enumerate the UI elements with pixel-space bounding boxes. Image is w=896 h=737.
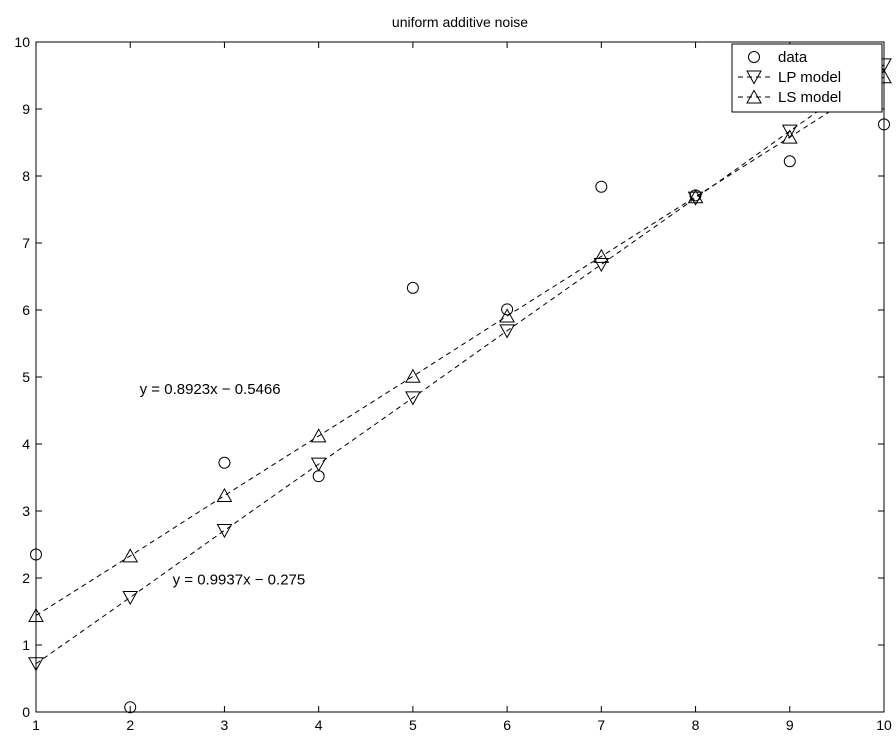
point-data-9 (783, 155, 796, 168)
legend-label-data: data (778, 49, 808, 66)
legend-marker-lp-model (746, 70, 762, 85)
point-data-6 (501, 303, 514, 316)
y-tick-label: 0 (22, 704, 30, 720)
y-tick-label: 1 (22, 637, 30, 653)
point-lp-model-4 (310, 457, 327, 472)
x-tick-label: 1 (32, 717, 40, 733)
point-ls-model-5 (405, 368, 421, 383)
legend: data LP model LS model (731, 43, 883, 113)
y-tick-label: 9 (22, 101, 30, 117)
point-ls-model-8 (687, 189, 704, 204)
point-ls-model-2 (122, 548, 139, 563)
y-tick-label: 10 (14, 34, 30, 50)
y-tick-label: 5 (22, 369, 30, 385)
y-tick-label: 8 (22, 168, 30, 184)
point-lp-model-5 (405, 391, 421, 406)
equation-annotation-1: y = 0.8923x − 0.5466 (140, 381, 281, 398)
legend-marker-data (748, 51, 760, 63)
chart-title: uniform additive noise (392, 14, 528, 30)
x-tick-label: 3 (221, 717, 229, 733)
point-lp-model-6 (499, 324, 515, 339)
x-tick-label: 8 (692, 717, 700, 733)
y-tick-label: 2 (22, 570, 30, 586)
point-lp-model-3 (216, 523, 233, 539)
point-data-3 (218, 456, 231, 469)
point-ls-model-3 (216, 487, 233, 503)
point-lp-model-7 (593, 257, 610, 273)
point-ls-model-7 (593, 248, 610, 263)
series-lines (35, 64, 885, 665)
annotations: y = 0.8923x − 0.5466 y = 0.9937x − 0.275 (140, 381, 306, 589)
x-tick-label: 2 (126, 717, 134, 733)
y-tick-label: 7 (22, 235, 30, 251)
point-lp-model-2 (122, 590, 139, 606)
point-lp-model-8 (687, 191, 704, 206)
y-tick-label: 4 (22, 436, 30, 452)
point-lp-model-9 (781, 124, 798, 139)
legend-marker-ls-model (746, 89, 762, 104)
legend-label-lp-model: LP model (778, 69, 841, 86)
point-ls-model-6 (499, 308, 515, 323)
point-data-5 (406, 281, 419, 294)
series-line-ls-model (35, 76, 885, 616)
x-tick-label: 5 (409, 717, 417, 733)
x-tick-label: 7 (597, 717, 605, 733)
point-ls-model-9 (781, 129, 798, 144)
x-tick-label: 6 (503, 717, 511, 733)
y-tick-label: 3 (22, 503, 30, 519)
legend-label-ls-model: LS model (778, 89, 841, 106)
equation-annotation-2: y = 0.9937x − 0.275 (173, 572, 306, 589)
point-data-2 (124, 701, 137, 714)
y-tick-label: 6 (22, 302, 30, 318)
x-tick-label: 4 (315, 717, 323, 733)
point-data-7 (595, 180, 608, 193)
x-tick-label: 10 (876, 717, 892, 733)
x-tick-label: 9 (786, 717, 794, 733)
series-line-lp-model (35, 64, 885, 665)
point-ls-model-4 (310, 428, 327, 443)
